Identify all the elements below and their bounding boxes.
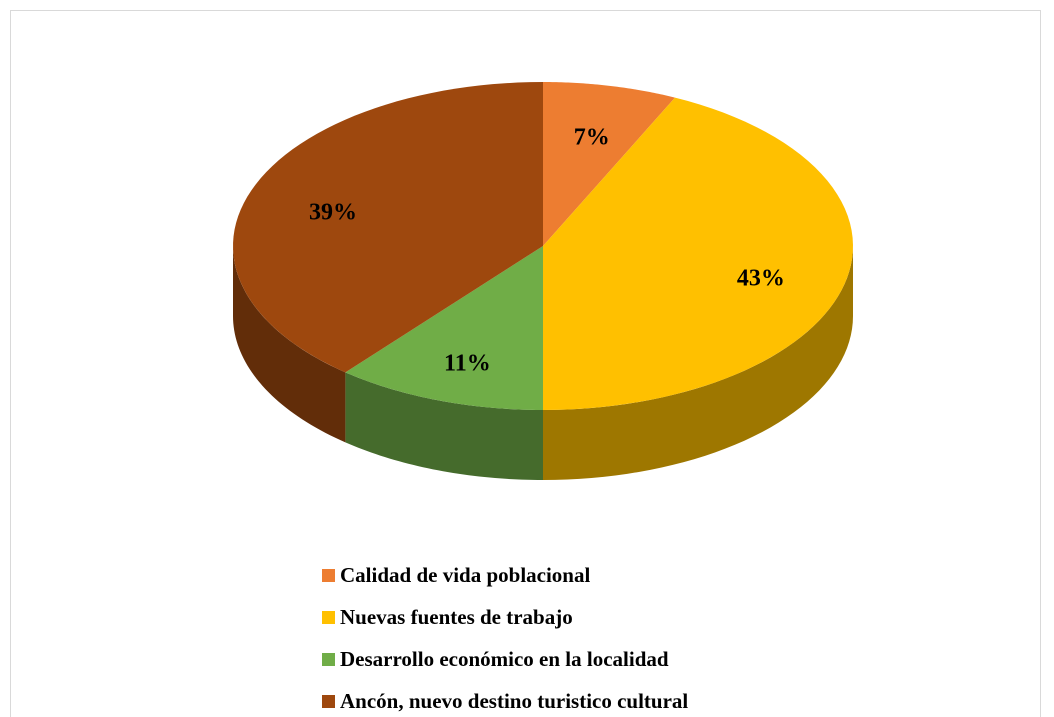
- slice-side: [233, 246, 346, 443]
- legend-swatch: [322, 653, 335, 666]
- slice-side: [543, 246, 853, 480]
- legend-label: Desarrollo económico en la localidad: [340, 647, 669, 671]
- slice: [543, 97, 853, 410]
- legend-label: Ancón, nuevo destino turistico cultural: [340, 689, 688, 713]
- legend-swatch: [322, 611, 335, 624]
- legend-swatch: [322, 569, 335, 582]
- data-label: 43%: [737, 265, 785, 291]
- legend-label: Calidad de vida poblacional: [340, 563, 590, 587]
- data-label: 11%: [444, 351, 491, 377]
- data-label: 39%: [309, 200, 357, 226]
- legend-label: Nuevas fuentes de trabajo: [340, 605, 573, 629]
- slice: [233, 82, 544, 373]
- data-label: 7%: [574, 124, 610, 150]
- slice: [345, 246, 543, 410]
- legend-swatch: [322, 695, 335, 708]
- slice-side: [345, 372, 543, 480]
- slice: [543, 82, 675, 246]
